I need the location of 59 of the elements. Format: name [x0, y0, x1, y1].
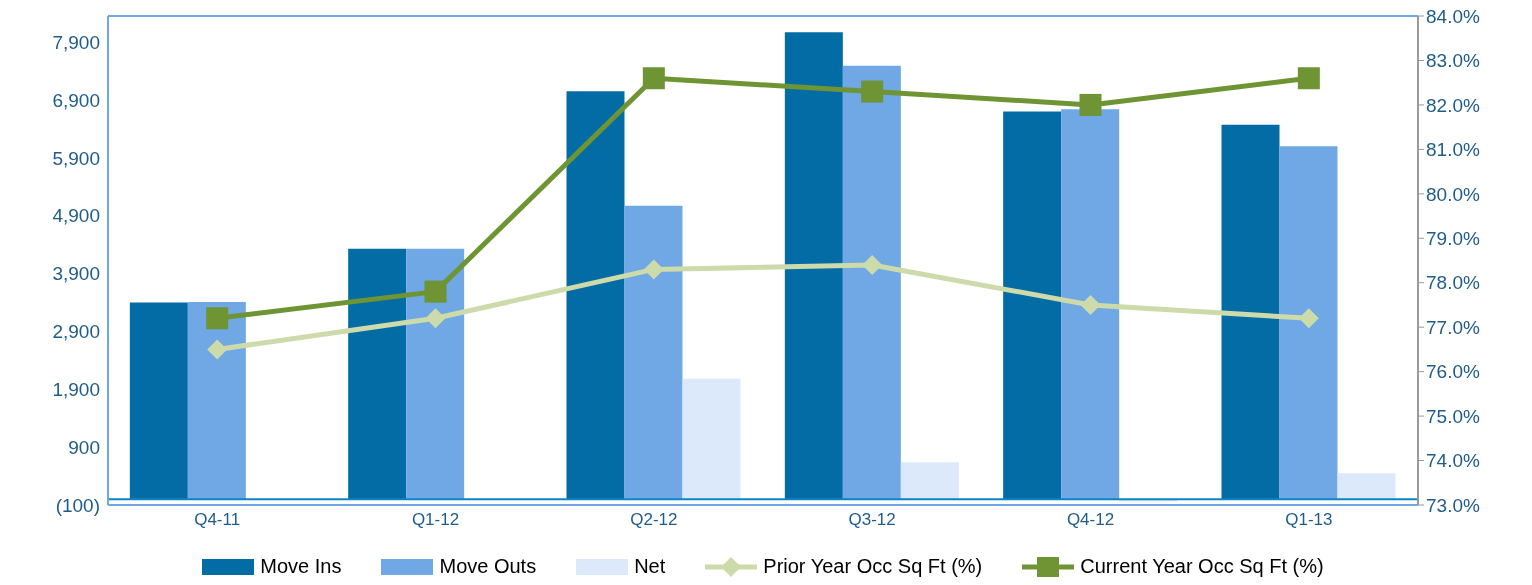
point [643, 259, 664, 280]
bar [624, 205, 683, 500]
y-tick-label: 5,900 [52, 147, 100, 169]
x-tick-label: Q3-12 [848, 510, 896, 530]
x-tick-label: Q1-12 [411, 510, 460, 530]
point [424, 280, 447, 303]
bar [784, 32, 843, 500]
point [642, 67, 665, 90]
point [207, 339, 228, 360]
y2-tick-label: 82.0% [1426, 94, 1480, 116]
legend-label: Current Year Occ Sq Ft (%) [1080, 555, 1324, 578]
bar [682, 378, 741, 500]
point [1297, 67, 1320, 90]
y2-tick-label: 84.0% [1426, 5, 1480, 27]
y-tick-label: 4,900 [52, 205, 100, 227]
y2-tick-label: 76.0% [1426, 361, 1480, 383]
bar [842, 65, 901, 500]
bar [1221, 124, 1280, 500]
bar [1003, 111, 1062, 500]
y-tick-label: (100) [55, 494, 100, 516]
bar [1279, 146, 1338, 500]
bar [1061, 109, 1120, 500]
y2-tick-label: 77.0% [1426, 316, 1480, 338]
y2-tick-label: 83.0% [1426, 50, 1480, 72]
bar [187, 301, 246, 500]
point [1298, 308, 1319, 329]
point [1079, 93, 1102, 116]
point [425, 308, 446, 329]
bar [348, 248, 407, 500]
y2-tick-label: 73.0% [1426, 494, 1480, 516]
bar [406, 248, 465, 500]
bar [900, 462, 959, 500]
y-tick-label: 900 [68, 436, 100, 458]
y-tick-label: 3,900 [52, 263, 100, 285]
bar [566, 91, 625, 500]
point [1080, 294, 1101, 315]
y2-tick-label: 74.0% [1426, 450, 1480, 472]
point [862, 254, 883, 275]
point [206, 307, 229, 330]
y2-tick-label: 81.0% [1426, 139, 1480, 161]
legend-label: Net [634, 555, 666, 578]
legend-label: Move Ins [260, 555, 342, 578]
y2-tick-label: 79.0% [1426, 228, 1480, 250]
x-tick-label: Q4-11 [194, 510, 241, 530]
y-tick-label: 1,900 [52, 379, 100, 401]
x-tick-label: Q2-12 [630, 510, 678, 530]
y2-tick-label: 75.0% [1426, 405, 1480, 427]
x-tick-label: Q1-13 [1285, 510, 1333, 530]
legend-label: Prior Year Occ Sq Ft (%) [763, 555, 983, 578]
x-tick-label: Q4-12 [1066, 510, 1115, 530]
bar [129, 302, 188, 500]
point [861, 80, 884, 103]
y2-tick-label: 78.0% [1426, 272, 1480, 294]
y-tick-label: 2,900 [52, 321, 100, 343]
legend-label: Move Outs [439, 555, 537, 578]
y2-tick-label: 80.0% [1426, 183, 1480, 205]
y-tick-label: 6,900 [52, 89, 100, 111]
y-tick-label: 7,900 [52, 31, 100, 53]
bar [1337, 473, 1396, 500]
